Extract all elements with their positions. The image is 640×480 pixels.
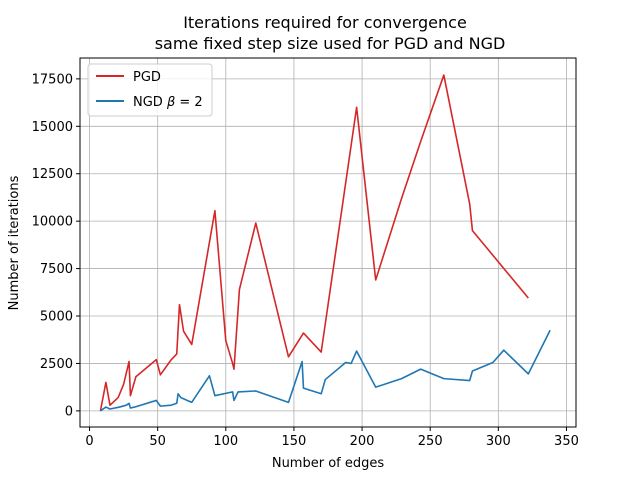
x-tick-label: 150 bbox=[282, 434, 307, 449]
x-tick-label: 300 bbox=[486, 434, 511, 449]
y-tick-label: 12500 bbox=[32, 167, 73, 182]
chart-subtitle: same fixed step size used for PGD and NG… bbox=[155, 34, 506, 53]
x-tick-label: 100 bbox=[213, 434, 238, 449]
series-line-ngd bbox=[99, 329, 551, 412]
grid bbox=[80, 58, 576, 427]
y-tick-label: 5000 bbox=[40, 310, 73, 325]
x-axis-label: Number of edges bbox=[272, 456, 385, 471]
legend-label-ngd: NGD β = 2 bbox=[133, 95, 203, 110]
x-tick-label: 200 bbox=[350, 434, 375, 449]
x-tick-label: 350 bbox=[554, 434, 579, 449]
plot-frame bbox=[79, 57, 577, 428]
y-tick-label: 17500 bbox=[32, 72, 73, 87]
chart-title: Iterations required for convergence bbox=[183, 13, 467, 32]
plot-lines bbox=[99, 74, 551, 412]
y-tick-label: 15000 bbox=[32, 120, 73, 135]
x-tick-label: 50 bbox=[149, 434, 166, 449]
legend-label-ngd-beta: β bbox=[166, 95, 175, 110]
y-tick-label: 7500 bbox=[40, 262, 73, 277]
y-axis-label: Number of iterations bbox=[7, 175, 22, 310]
legend: PGD NGD β = 2 bbox=[87, 63, 213, 117]
axis-ticks: 0 50 100 150 200 250 300 350 0 2500 5000 7500 10000 1… bbox=[32, 72, 579, 449]
y-tick-label: 0 bbox=[65, 404, 73, 419]
y-tick-label: 10000 bbox=[32, 215, 73, 230]
legend-label-ngd-prefix: NGD bbox=[133, 95, 167, 110]
y-tick-label: 2500 bbox=[40, 357, 73, 372]
series-line-pgd bbox=[99, 74, 529, 412]
x-tick-label: 250 bbox=[418, 434, 443, 449]
legend-label-pgd: PGD bbox=[133, 70, 161, 85]
x-tick-label: 0 bbox=[85, 434, 93, 449]
legend-label-ngd-suffix: = 2 bbox=[175, 95, 202, 110]
